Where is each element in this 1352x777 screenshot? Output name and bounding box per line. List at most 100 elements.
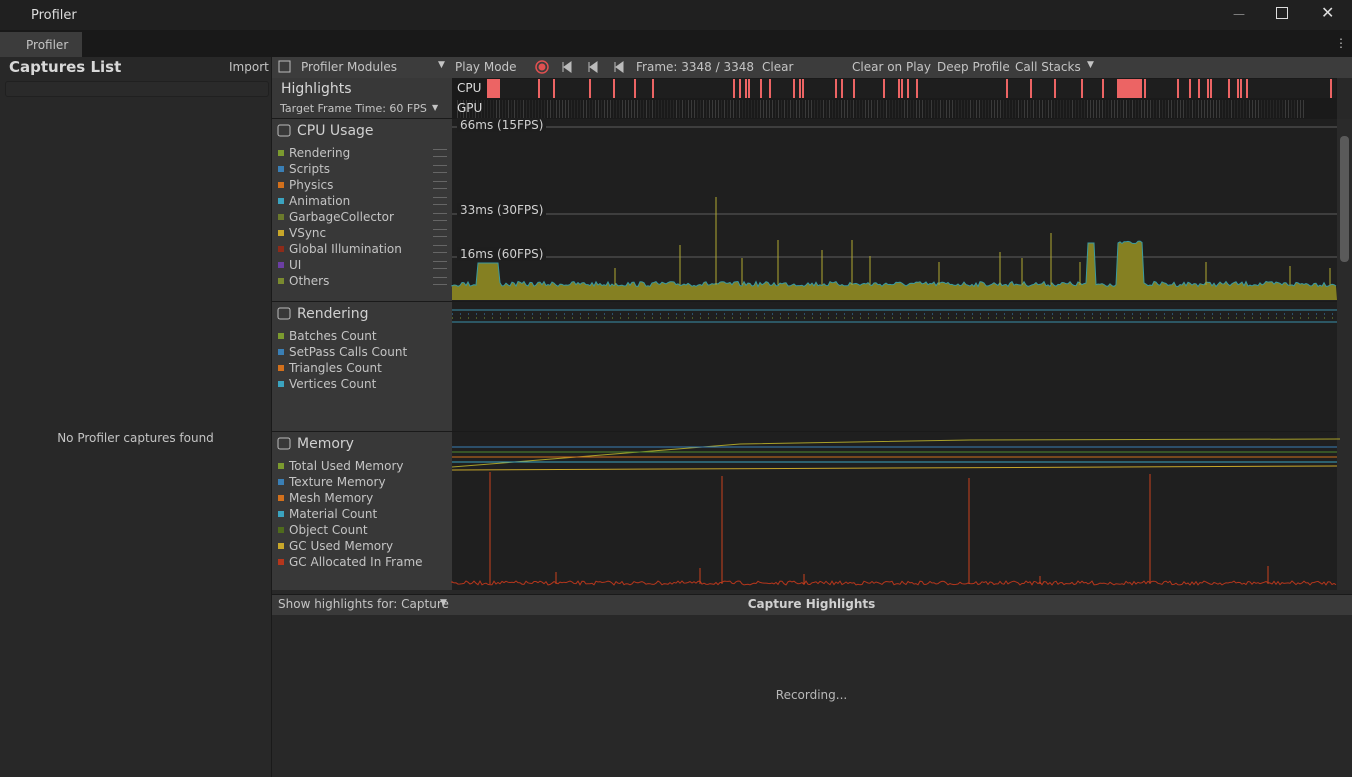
gpu-highlight [721,100,722,118]
legend-label[interactable]: Material Count [289,507,378,521]
gpu-highlight [1066,100,1067,118]
gpu-highlight [1090,100,1091,118]
gpu-highlight [694,100,695,118]
gpu-highlight [1276,100,1277,118]
gpu-highlight [691,100,692,118]
legend-label[interactable]: Rendering [289,146,351,160]
gpu-highlight [1213,100,1214,118]
gpu-highlight [1273,100,1274,118]
legend-label[interactable]: UI [289,258,302,272]
search-field[interactable] [5,81,269,97]
gpu-highlight [916,100,917,118]
dropdown-arrow[interactable]: ▼ [432,103,439,112]
gpu-highlight [1033,100,1034,118]
gpu-highlight [1180,100,1181,118]
legend-label[interactable]: GC Used Memory [289,539,394,553]
legend-swatch [278,262,284,268]
gpu-highlight [1246,100,1247,118]
gpu-highlight [991,100,992,118]
play-mode-dropdown[interactable]: Play Mode [455,60,517,74]
modules-dropdown[interactable]: Profiler Modules [301,60,397,74]
cpu-highlight [634,79,636,98]
gpu-highlight [649,100,650,118]
legend-label[interactable]: Object Count [289,523,368,537]
record-dot [538,63,546,71]
gpu-highlight [1012,100,1013,118]
target-frame-time[interactable]: Target Frame Time: 60 FPS [280,102,427,115]
gpu-highlight [631,100,632,118]
gpu-highlight [889,100,890,118]
legend-swatch [278,198,284,204]
import-button[interactable]: Import [229,60,269,74]
gpu-highlight [988,100,989,118]
gpu-highlight [1099,100,1100,118]
gpu-highlight [964,100,965,118]
legend-label[interactable]: Triangles Count [289,361,382,375]
gpu-highlight [1153,100,1154,118]
gpu-highlight [472,100,473,118]
record-button [535,60,549,74]
gpu-highlight [661,100,662,118]
legend-label[interactable]: Others [289,274,330,288]
tab-label[interactable]: Profiler [26,38,69,52]
legend-label[interactable]: Texture Memory [289,475,386,489]
legend-label[interactable]: Vertices Count [289,377,377,391]
frame-step-button [614,61,624,73]
module-title[interactable]: Rendering [297,306,369,322]
clear-button[interactable]: Clear [762,60,794,74]
cpu-highlight [748,79,750,98]
maximize-button[interactable] [1276,7,1288,19]
legend-label[interactable]: SetPass Calls Count [289,345,408,359]
legend-label[interactable]: Scripts [289,162,331,176]
dropdown-arrow[interactable]: ▼ [1087,60,1094,70]
gpu-highlight [802,100,803,118]
legend-label[interactable]: GC Allocated In Frame [289,555,423,569]
legend-label[interactable]: Global Illumination [289,242,402,256]
deep-profile-button[interactable]: Deep Profile [937,60,1010,74]
gpu-highlight [712,100,713,118]
close-button[interactable]: ✕ [1321,3,1335,22]
legend-label[interactable]: Total Used Memory [289,459,404,473]
module-title[interactable]: CPU Usage [297,123,374,139]
module-icon [277,307,291,320]
gpu-highlight [646,100,647,118]
tab[interactable] [0,32,82,57]
legend-label[interactable]: Animation [289,194,351,208]
gpu-highlight [1303,100,1304,118]
gpu-highlight [1192,100,1193,118]
gpu-highlight [1162,100,1163,118]
gpu-highlight [490,100,491,118]
gpu-highlight [847,100,848,118]
minimize-button[interactable]: — [1233,7,1245,21]
legend-label[interactable]: Mesh Memory [289,491,374,505]
gpu-highlight [1141,100,1142,118]
gpu-highlight [658,100,659,118]
gpu-highlight [904,100,905,118]
divider [271,57,272,777]
highlights-header-title: Capture Highlights [747,597,876,611]
legend-label[interactable]: Batches Count [289,329,377,343]
gpu-highlight [487,100,488,118]
legend-label[interactable]: GarbageCollector [289,210,394,224]
cpu-highlight [769,79,771,98]
gpu-highlight [1006,100,1007,118]
cpu-highlight [1006,79,1008,98]
cpu-highlight [898,79,900,98]
dropdown-arrow[interactable]: ▼ [440,598,447,608]
legend-label[interactable]: VSync [289,226,327,240]
call-stacks-button[interactable]: Call Stacks [1015,60,1081,74]
gpu-highlight [1054,100,1055,118]
clear-on-play-button[interactable]: Clear on Play [852,60,931,74]
frame-time-marker: 66ms (15FPS) [457,118,547,132]
menu-button[interactable]: ⋮ [1335,36,1347,50]
gpu-highlight [826,100,827,118]
module-title[interactable]: Memory [297,436,354,452]
show-highlights-dropdown[interactable]: Show highlights for: Capture [278,597,449,611]
gpu-highlight [676,100,677,118]
gpu-highlight [589,100,590,118]
gpu-highlight [793,100,794,118]
dropdown-arrow[interactable]: ▼ [438,60,445,70]
legend-label[interactable]: Physics [289,178,334,192]
scrollbar-thumb[interactable] [1340,136,1349,262]
gpu-highlight [1201,100,1202,118]
